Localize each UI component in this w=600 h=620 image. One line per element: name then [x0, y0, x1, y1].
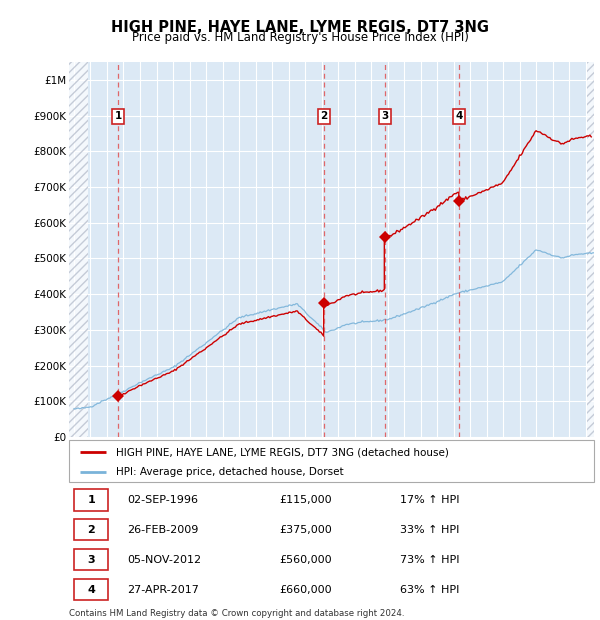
Text: 4: 4 — [88, 585, 95, 595]
Text: 3: 3 — [382, 112, 389, 122]
Text: 3: 3 — [88, 555, 95, 565]
Text: £660,000: £660,000 — [279, 585, 332, 595]
Text: HIGH PINE, HAYE LANE, LYME REGIS, DT7 3NG (detached house): HIGH PINE, HAYE LANE, LYME REGIS, DT7 3N… — [116, 447, 449, 457]
Text: 05-NOV-2012: 05-NOV-2012 — [127, 555, 201, 565]
Text: 4: 4 — [455, 112, 463, 122]
Text: 2: 2 — [320, 112, 328, 122]
Text: 17% ↑ HPI: 17% ↑ HPI — [400, 495, 459, 505]
Text: HIGH PINE, HAYE LANE, LYME REGIS, DT7 3NG: HIGH PINE, HAYE LANE, LYME REGIS, DT7 3N… — [111, 20, 489, 35]
Text: 02-SEP-1996: 02-SEP-1996 — [127, 495, 198, 505]
Text: 26-FEB-2009: 26-FEB-2009 — [127, 525, 198, 534]
Bar — [74, 489, 109, 510]
Text: 1: 1 — [88, 495, 95, 505]
Bar — [74, 579, 109, 600]
Text: 27-APR-2017: 27-APR-2017 — [127, 585, 199, 595]
Text: HPI: Average price, detached house, Dorset: HPI: Average price, detached house, Dors… — [116, 467, 344, 477]
Bar — [74, 519, 109, 541]
Text: 1: 1 — [115, 112, 122, 122]
Text: 2: 2 — [88, 525, 95, 534]
Text: 63% ↑ HPI: 63% ↑ HPI — [400, 585, 459, 595]
Text: Contains HM Land Registry data © Crown copyright and database right 2024.
This d: Contains HM Land Registry data © Crown c… — [69, 609, 404, 620]
Text: £560,000: £560,000 — [279, 555, 332, 565]
Text: Price paid vs. HM Land Registry's House Price Index (HPI): Price paid vs. HM Land Registry's House … — [131, 31, 469, 44]
Text: 73% ↑ HPI: 73% ↑ HPI — [400, 555, 459, 565]
Bar — [74, 549, 109, 570]
Text: 33% ↑ HPI: 33% ↑ HPI — [400, 525, 459, 534]
Text: £375,000: £375,000 — [279, 525, 332, 534]
Text: £115,000: £115,000 — [279, 495, 332, 505]
